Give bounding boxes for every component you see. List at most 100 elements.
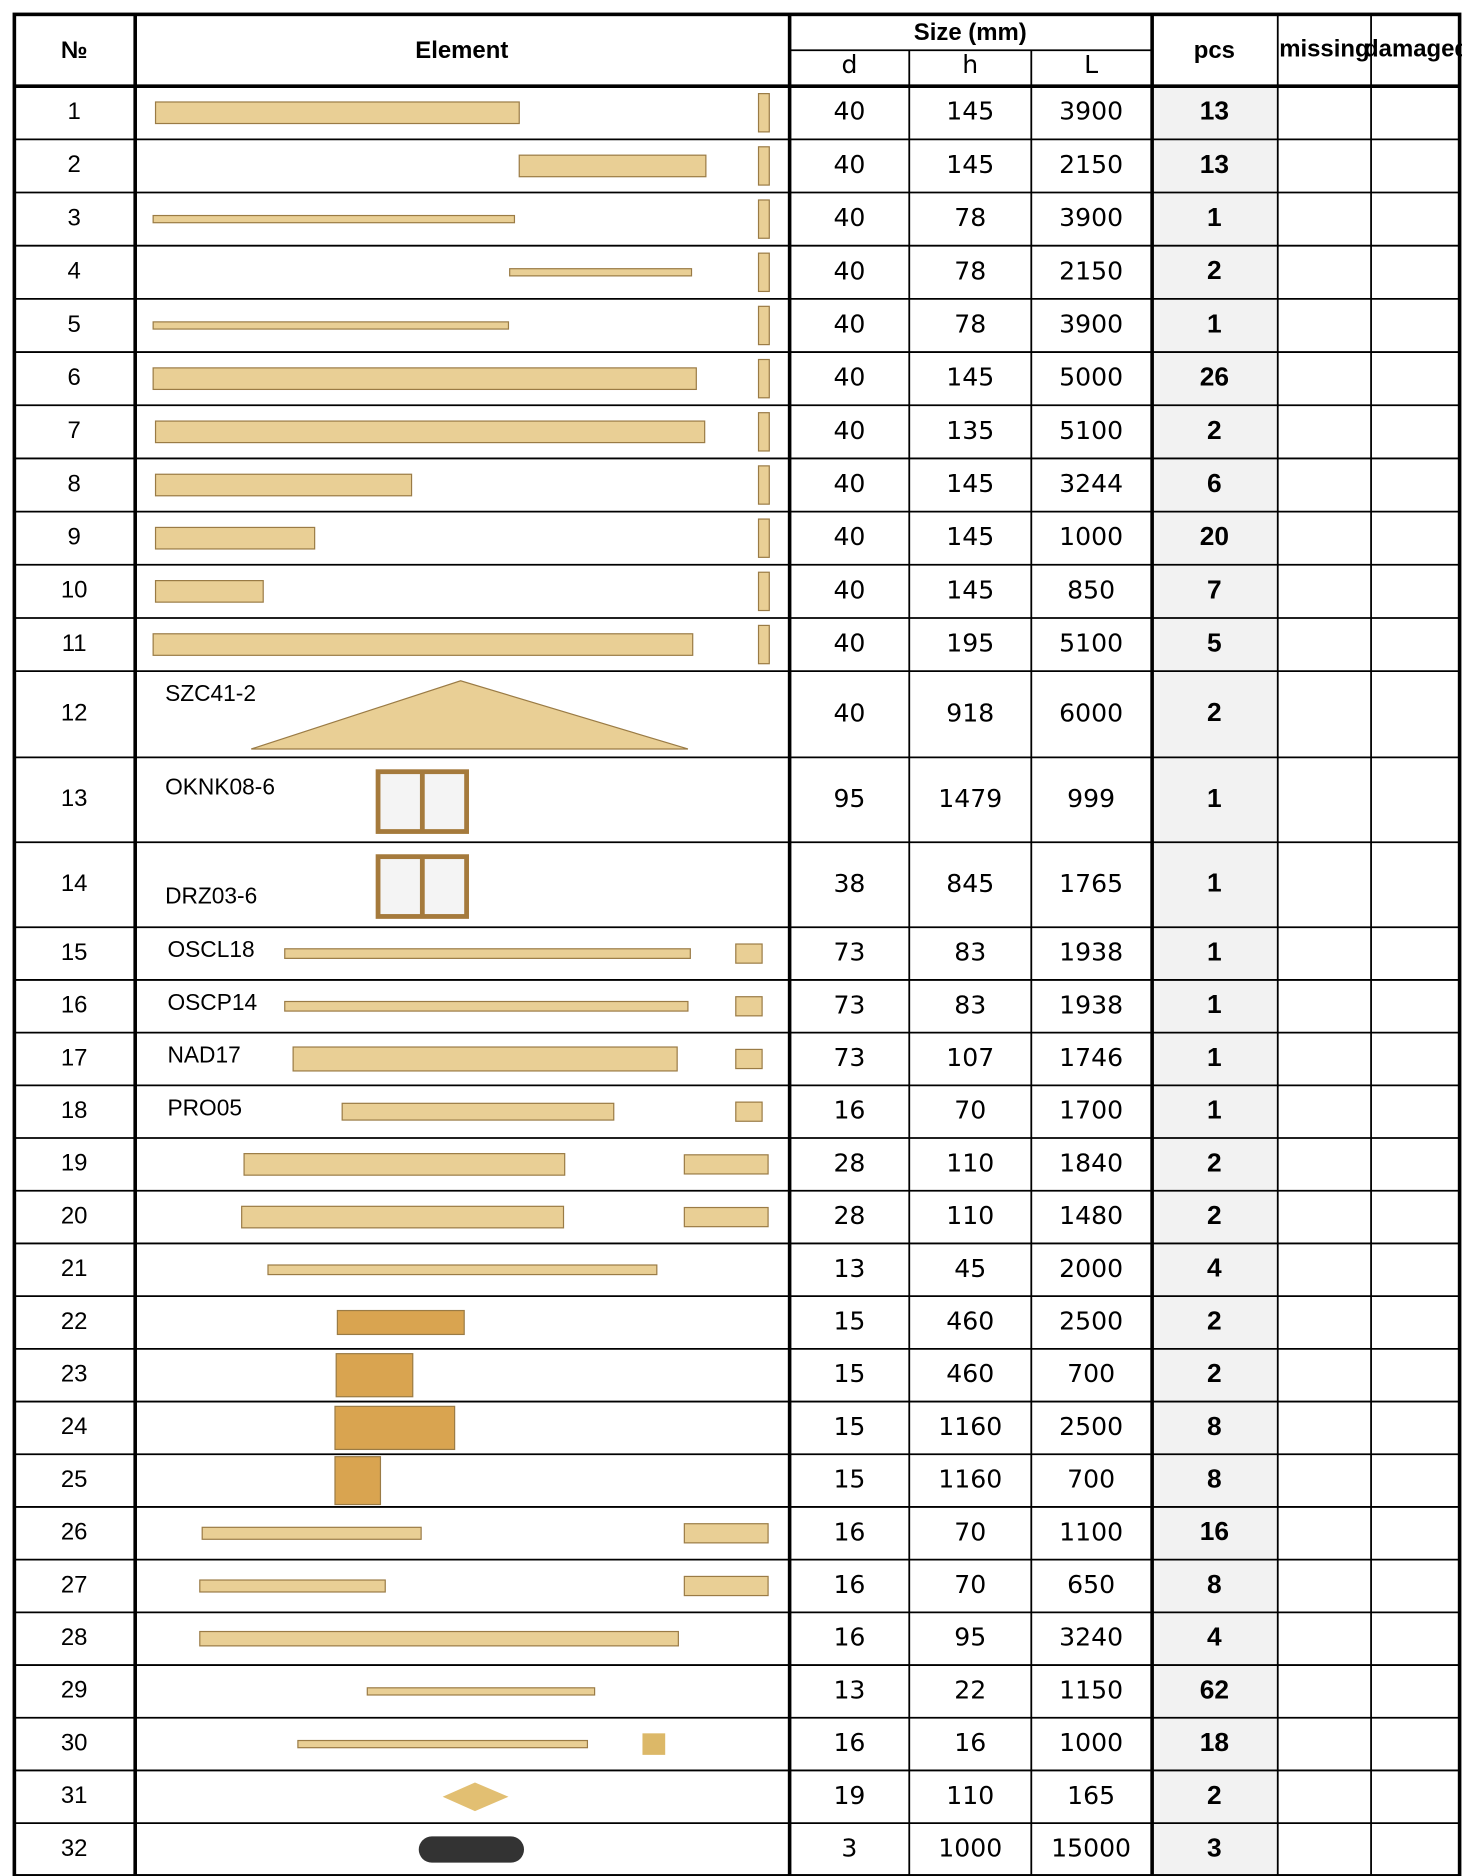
pcs: 3 (1207, 1832, 1222, 1862)
profile-drawing (759, 147, 770, 185)
size-l: 15000 (1051, 1834, 1131, 1863)
element-drawing (298, 1741, 588, 1748)
size-h: 460 (946, 1359, 994, 1388)
pcs: 1 (1207, 1042, 1222, 1072)
size-d: 73 (833, 990, 865, 1019)
pcs: 1 (1207, 937, 1222, 967)
row-number: 26 (61, 1519, 88, 1546)
profile-drawing (684, 1155, 768, 1174)
header-cell: Element (415, 37, 508, 64)
size-h: 70 (954, 1570, 986, 1599)
row-number: 22 (61, 1308, 88, 1335)
row-number: 21 (61, 1255, 88, 1282)
size-h: 22 (954, 1675, 986, 1704)
size-l: 650 (1067, 1570, 1115, 1599)
row-number: 4 (68, 258, 81, 285)
size-h: 110 (946, 1148, 994, 1177)
row-number: 23 (61, 1361, 88, 1388)
size-h: 145 (946, 522, 994, 551)
size-l: 5100 (1059, 629, 1123, 658)
size-l: 3900 (1059, 203, 1123, 232)
pcs: 2 (1207, 415, 1222, 445)
pcs: 1 (1207, 202, 1222, 232)
pcs: 2 (1207, 1200, 1222, 1230)
pcs: 7 (1207, 574, 1222, 604)
pcs: 13 (1200, 96, 1229, 126)
row-number: 19 (61, 1150, 88, 1177)
size-h: 1160 (938, 1412, 1002, 1441)
size-d: 40 (833, 522, 865, 551)
header-cell: missing (1279, 36, 1369, 63)
size-h: 16 (954, 1728, 986, 1757)
size-d: 40 (833, 698, 865, 727)
size-h: 145 (946, 150, 994, 179)
pcs: 4 (1207, 1253, 1222, 1283)
size-h: 83 (954, 938, 986, 967)
row-number: 27 (61, 1571, 88, 1598)
size-d: 15 (833, 1306, 865, 1335)
row-number: 10 (61, 577, 88, 604)
roll-drawing (419, 1836, 524, 1862)
pcs: 5 (1207, 628, 1222, 658)
size-l: 2500 (1059, 1412, 1123, 1441)
size-l: 1700 (1059, 1096, 1123, 1125)
pcs: 62 (1200, 1674, 1229, 1704)
size-h: 78 (954, 203, 986, 232)
size-d: 15 (833, 1412, 865, 1441)
element-drawing (153, 368, 696, 390)
size-l: 1000 (1059, 522, 1123, 551)
header-cell: Size (mm) (914, 19, 1027, 46)
pcs: 8 (1207, 1569, 1222, 1599)
element-code: NAD17 (167, 1042, 240, 1068)
profile-drawing (759, 306, 770, 344)
size-d: 40 (833, 469, 865, 498)
pcs: 2 (1207, 255, 1222, 285)
profile-drawing (684, 1576, 768, 1595)
size-h: 70 (954, 1517, 986, 1546)
header-cell: № (61, 37, 88, 64)
pcs: 13 (1200, 149, 1229, 179)
row-number: 31 (61, 1782, 88, 1809)
element-drawing (153, 634, 693, 656)
pcs: 18 (1200, 1727, 1229, 1757)
size-d: 13 (833, 1675, 865, 1704)
size-d: 38 (833, 869, 865, 898)
pcs: 4 (1207, 1622, 1222, 1652)
element-drawing (156, 421, 705, 443)
size-d: 16 (833, 1623, 865, 1652)
row-number: 20 (61, 1202, 88, 1229)
size-d: 15 (833, 1359, 865, 1388)
element-drawing (156, 102, 520, 124)
element-drawing (519, 155, 706, 177)
row-number: 17 (61, 1044, 88, 1071)
row-number: 18 (61, 1097, 88, 1124)
size-h: 460 (946, 1306, 994, 1335)
element-drawing (367, 1688, 594, 1695)
row-number: 28 (61, 1624, 88, 1651)
element-drawing (200, 1580, 385, 1592)
element-code: DRZ03-6 (165, 882, 257, 908)
profile-drawing (759, 625, 770, 663)
pcs-column-bg (1152, 86, 1278, 1876)
profile-drawing (736, 1102, 762, 1121)
pcs: 2 (1207, 1780, 1222, 1810)
header-cell: L (1084, 50, 1098, 79)
row-number: 16 (61, 992, 88, 1019)
element-drawing (153, 322, 508, 329)
size-d: 40 (833, 150, 865, 179)
profile-drawing (759, 466, 770, 504)
profile-drawing (736, 997, 762, 1016)
row-number: 7 (68, 417, 81, 444)
size-l: 165 (1067, 1781, 1115, 1810)
element-drawing (336, 1354, 413, 1397)
pcs: 8 (1207, 1464, 1222, 1494)
size-l: 700 (1067, 1359, 1115, 1388)
size-l: 1938 (1059, 938, 1123, 967)
element-drawing (153, 216, 514, 223)
profile-drawing (736, 1049, 762, 1068)
profile-drawing (759, 200, 770, 238)
element-drawing (285, 949, 691, 959)
size-d: 28 (833, 1201, 865, 1230)
size-l: 3244 (1059, 469, 1123, 498)
size-h: 45 (954, 1254, 986, 1283)
